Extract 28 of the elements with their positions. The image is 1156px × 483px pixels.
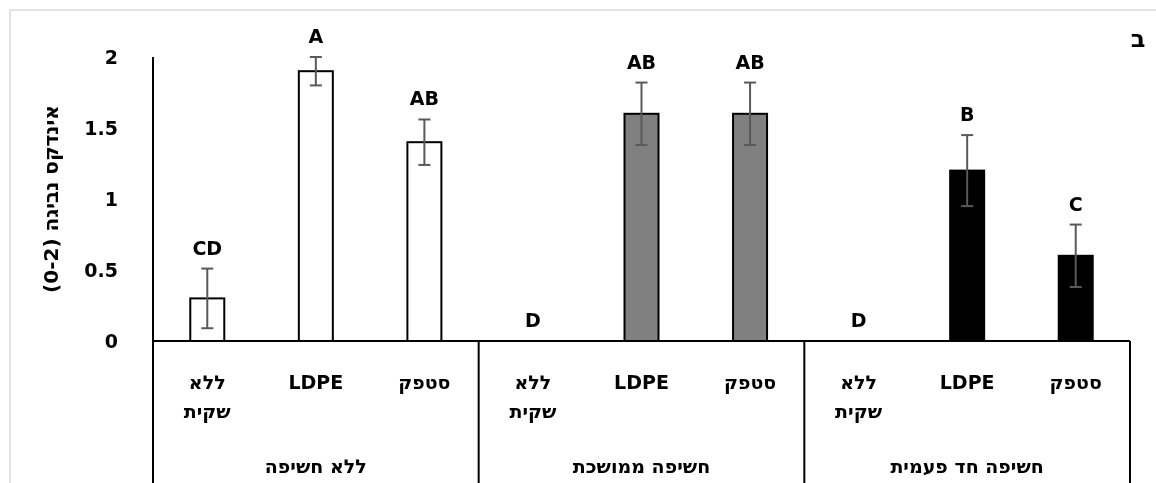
x-tick-label: ללא שקית (509, 371, 558, 423)
y-tick-label: 0.5 (84, 259, 118, 281)
text: A (308, 25, 324, 47)
x-tick-label: LDPE (614, 371, 669, 393)
annotation: D (850, 309, 867, 331)
y-axis-title: אינדקס נביגה (0-2) (39, 105, 63, 293)
text: חשיפה ממושכת (572, 455, 711, 477)
y-tick-label: 1 (104, 188, 118, 210)
x-tick-label: ללא שקית (183, 371, 232, 423)
y-tick-label: 1.5 (84, 117, 118, 139)
annotation: AB (735, 50, 765, 73)
y-tick-label: 2 (104, 46, 118, 68)
y-tick-label: 0 (104, 330, 118, 352)
x-tick-label: סטפק (398, 371, 451, 394)
annotation: C (1068, 192, 1083, 215)
annotation: D (525, 309, 541, 331)
chart-title: ב (1130, 25, 1146, 53)
x-tick-label: סטפק (1049, 371, 1102, 394)
x-tick-label: ללא שקית (835, 371, 883, 423)
annotation: AB (409, 87, 439, 110)
x-tick-label: סטפק (723, 371, 777, 394)
annotation: AB (626, 50, 657, 73)
annotation: B (959, 103, 975, 126)
x-tick-label: LDPE (939, 371, 995, 393)
text: חשיפה חד פעמית (890, 455, 1044, 477)
annotation: CD (192, 236, 223, 259)
x-tick-label: LDPE (288, 371, 344, 393)
text: ללא חשיפה (264, 455, 367, 477)
